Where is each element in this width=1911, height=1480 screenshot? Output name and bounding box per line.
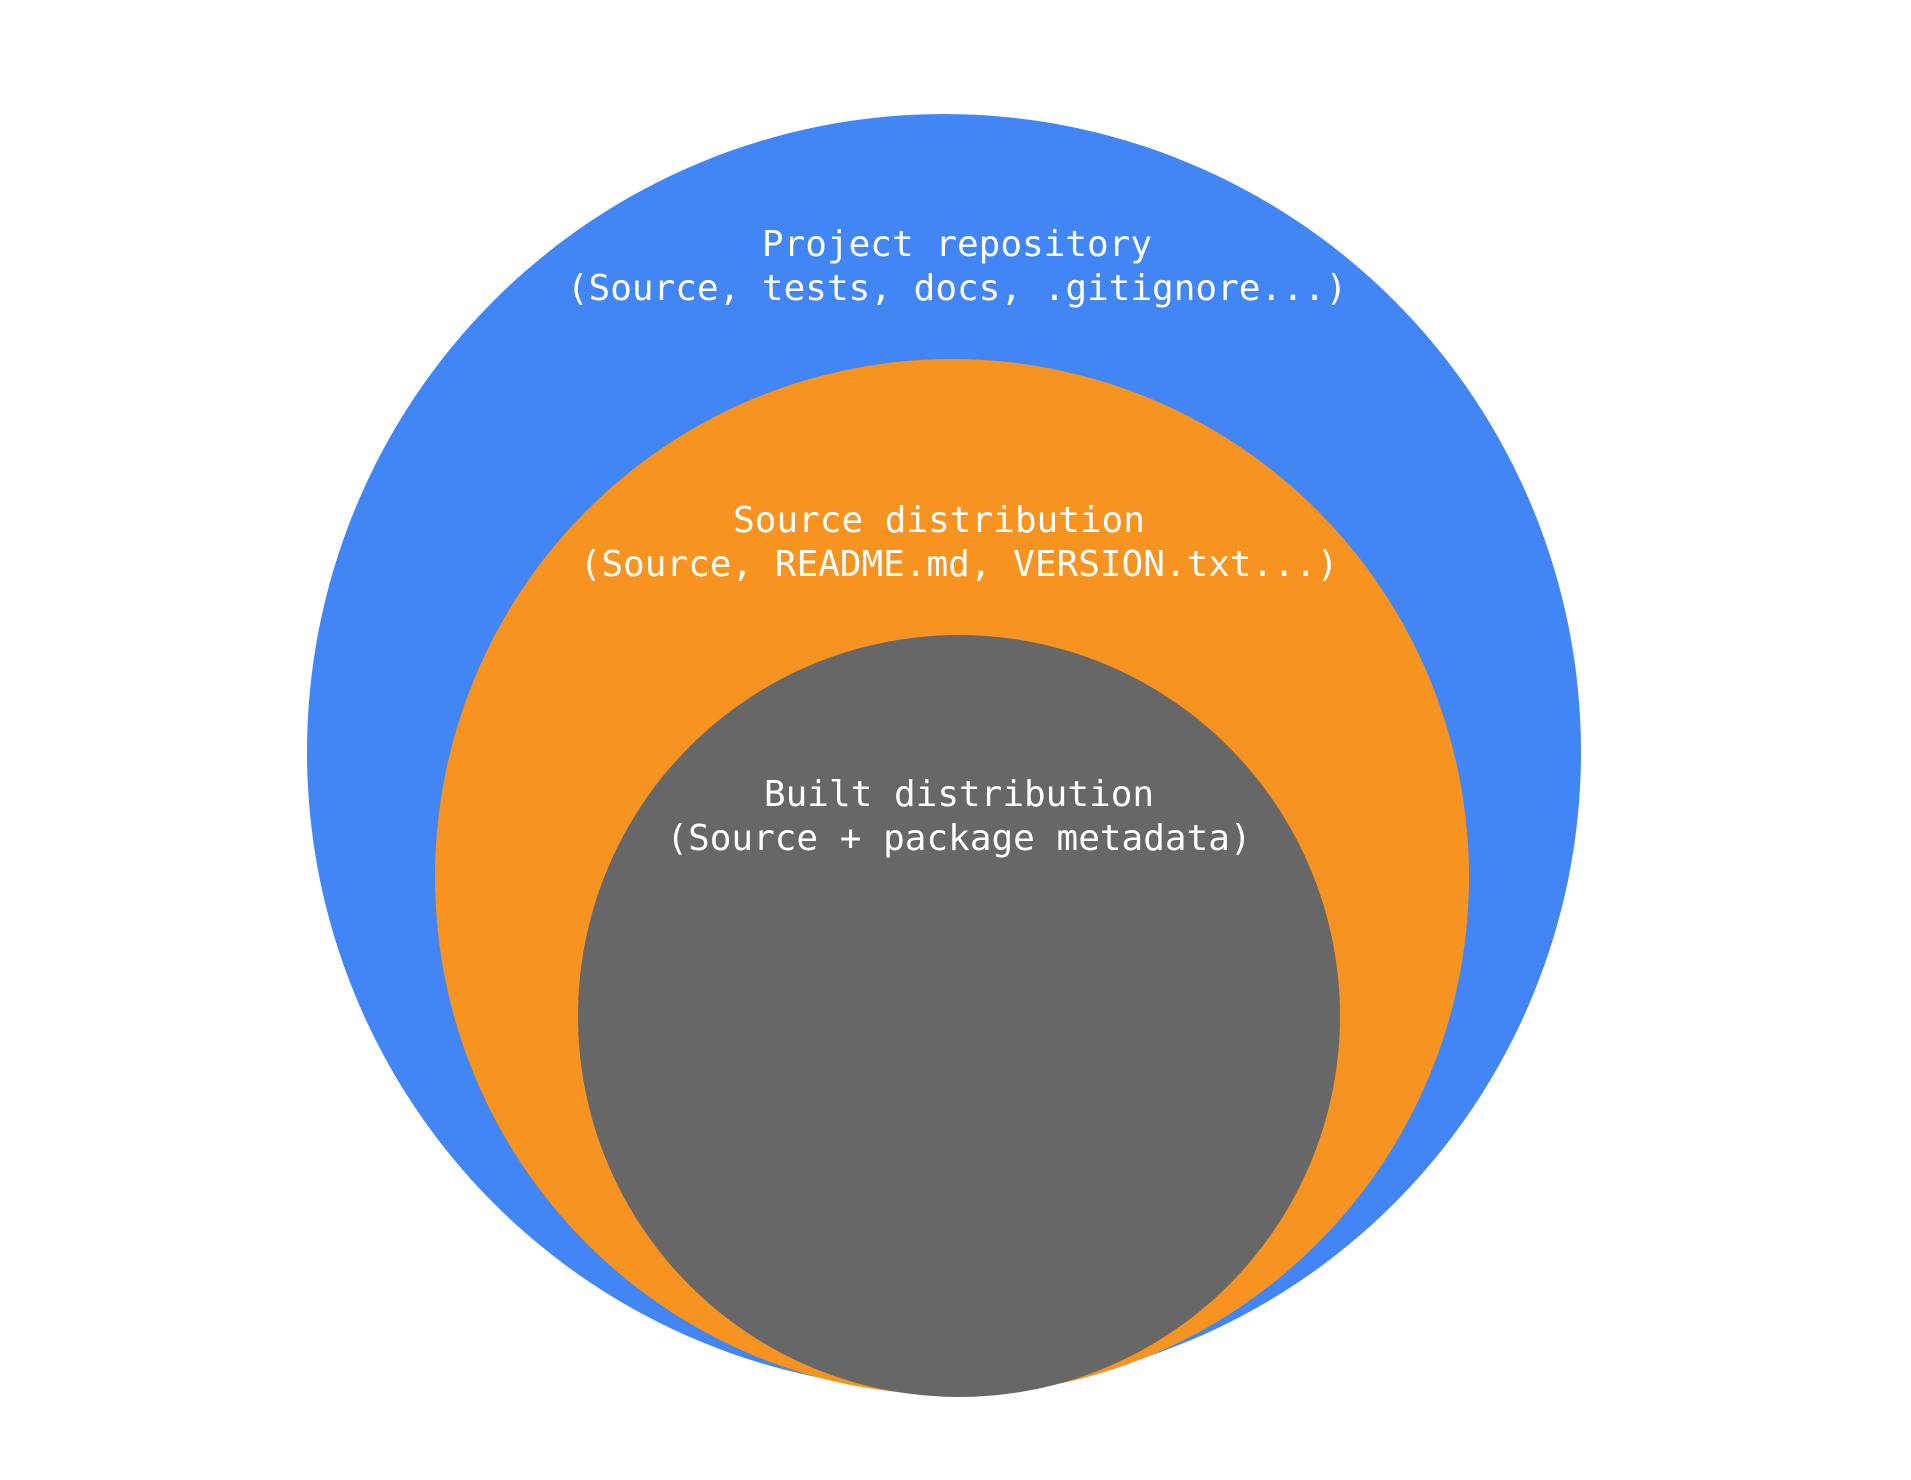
source-distribution-subtitle: (Source, README.md, VERSION.txt...) bbox=[580, 544, 1339, 585]
project-repository-title: Project repository bbox=[762, 224, 1152, 265]
built-distribution-title: Built distribution bbox=[764, 774, 1154, 815]
built-distribution-subtitle: (Source + package metadata) bbox=[666, 818, 1251, 859]
project-repository-subtitle: (Source, tests, docs, .gitignore...) bbox=[567, 268, 1347, 309]
built-distribution-circle bbox=[578, 635, 1340, 1397]
source-distribution-title: Source distribution bbox=[733, 500, 1145, 541]
